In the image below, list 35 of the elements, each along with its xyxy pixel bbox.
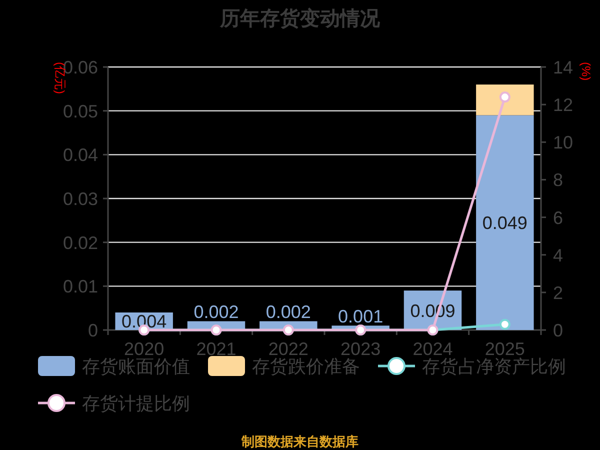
chart-title: 历年存货变动情况	[219, 7, 381, 30]
y2-tick-label: 4	[553, 245, 564, 266]
x-tick-label: 2023	[340, 339, 381, 359]
y-tick-label: 0.04	[62, 145, 98, 166]
y2-tick-label: 12	[553, 95, 574, 116]
y2-tick-label: 2	[553, 282, 564, 303]
y2-axis-title: (%)	[579, 62, 593, 81]
data-label: 0.002	[194, 302, 239, 322]
data-label: 0.001	[338, 306, 384, 327]
point	[499, 92, 510, 103]
x-tick-label: 2022	[268, 339, 308, 359]
x-tick-label: 2024	[412, 339, 453, 359]
point	[499, 318, 510, 330]
y-tick-label: 0.05	[62, 101, 98, 122]
y2-tick-label: 8	[553, 170, 564, 190]
x-tick-label: 2025	[484, 339, 525, 359]
legend-label: 存货账面价值	[82, 356, 190, 376]
y2-tick-label: 10	[553, 132, 574, 153]
data-label: 0.002	[266, 302, 311, 322]
y2-tick-label: 14	[553, 58, 574, 78]
legend-label: 存货占净资产比例	[422, 356, 566, 376]
data-label: 0.049	[482, 213, 528, 234]
y-tick-label: 0.03	[62, 189, 98, 209]
data-label: 0.004	[122, 312, 167, 332]
legend-label: 存货计提比例	[82, 394, 190, 414]
x-tick-label: 2021	[196, 339, 236, 359]
y2-tick-label: 6	[553, 208, 564, 228]
y2-tick-label: 0	[553, 320, 564, 340]
legend-label: 存货跌价准备	[252, 356, 360, 376]
text: 制图数据来自数据库	[240, 434, 358, 449]
y-tick-label: 0.02	[62, 232, 98, 253]
data-label: 0.009	[410, 300, 456, 321]
y-tick-label: 0	[88, 320, 98, 340]
x-tick-label: 2020	[124, 339, 164, 359]
y-tick-label: 0.01	[62, 276, 98, 297]
